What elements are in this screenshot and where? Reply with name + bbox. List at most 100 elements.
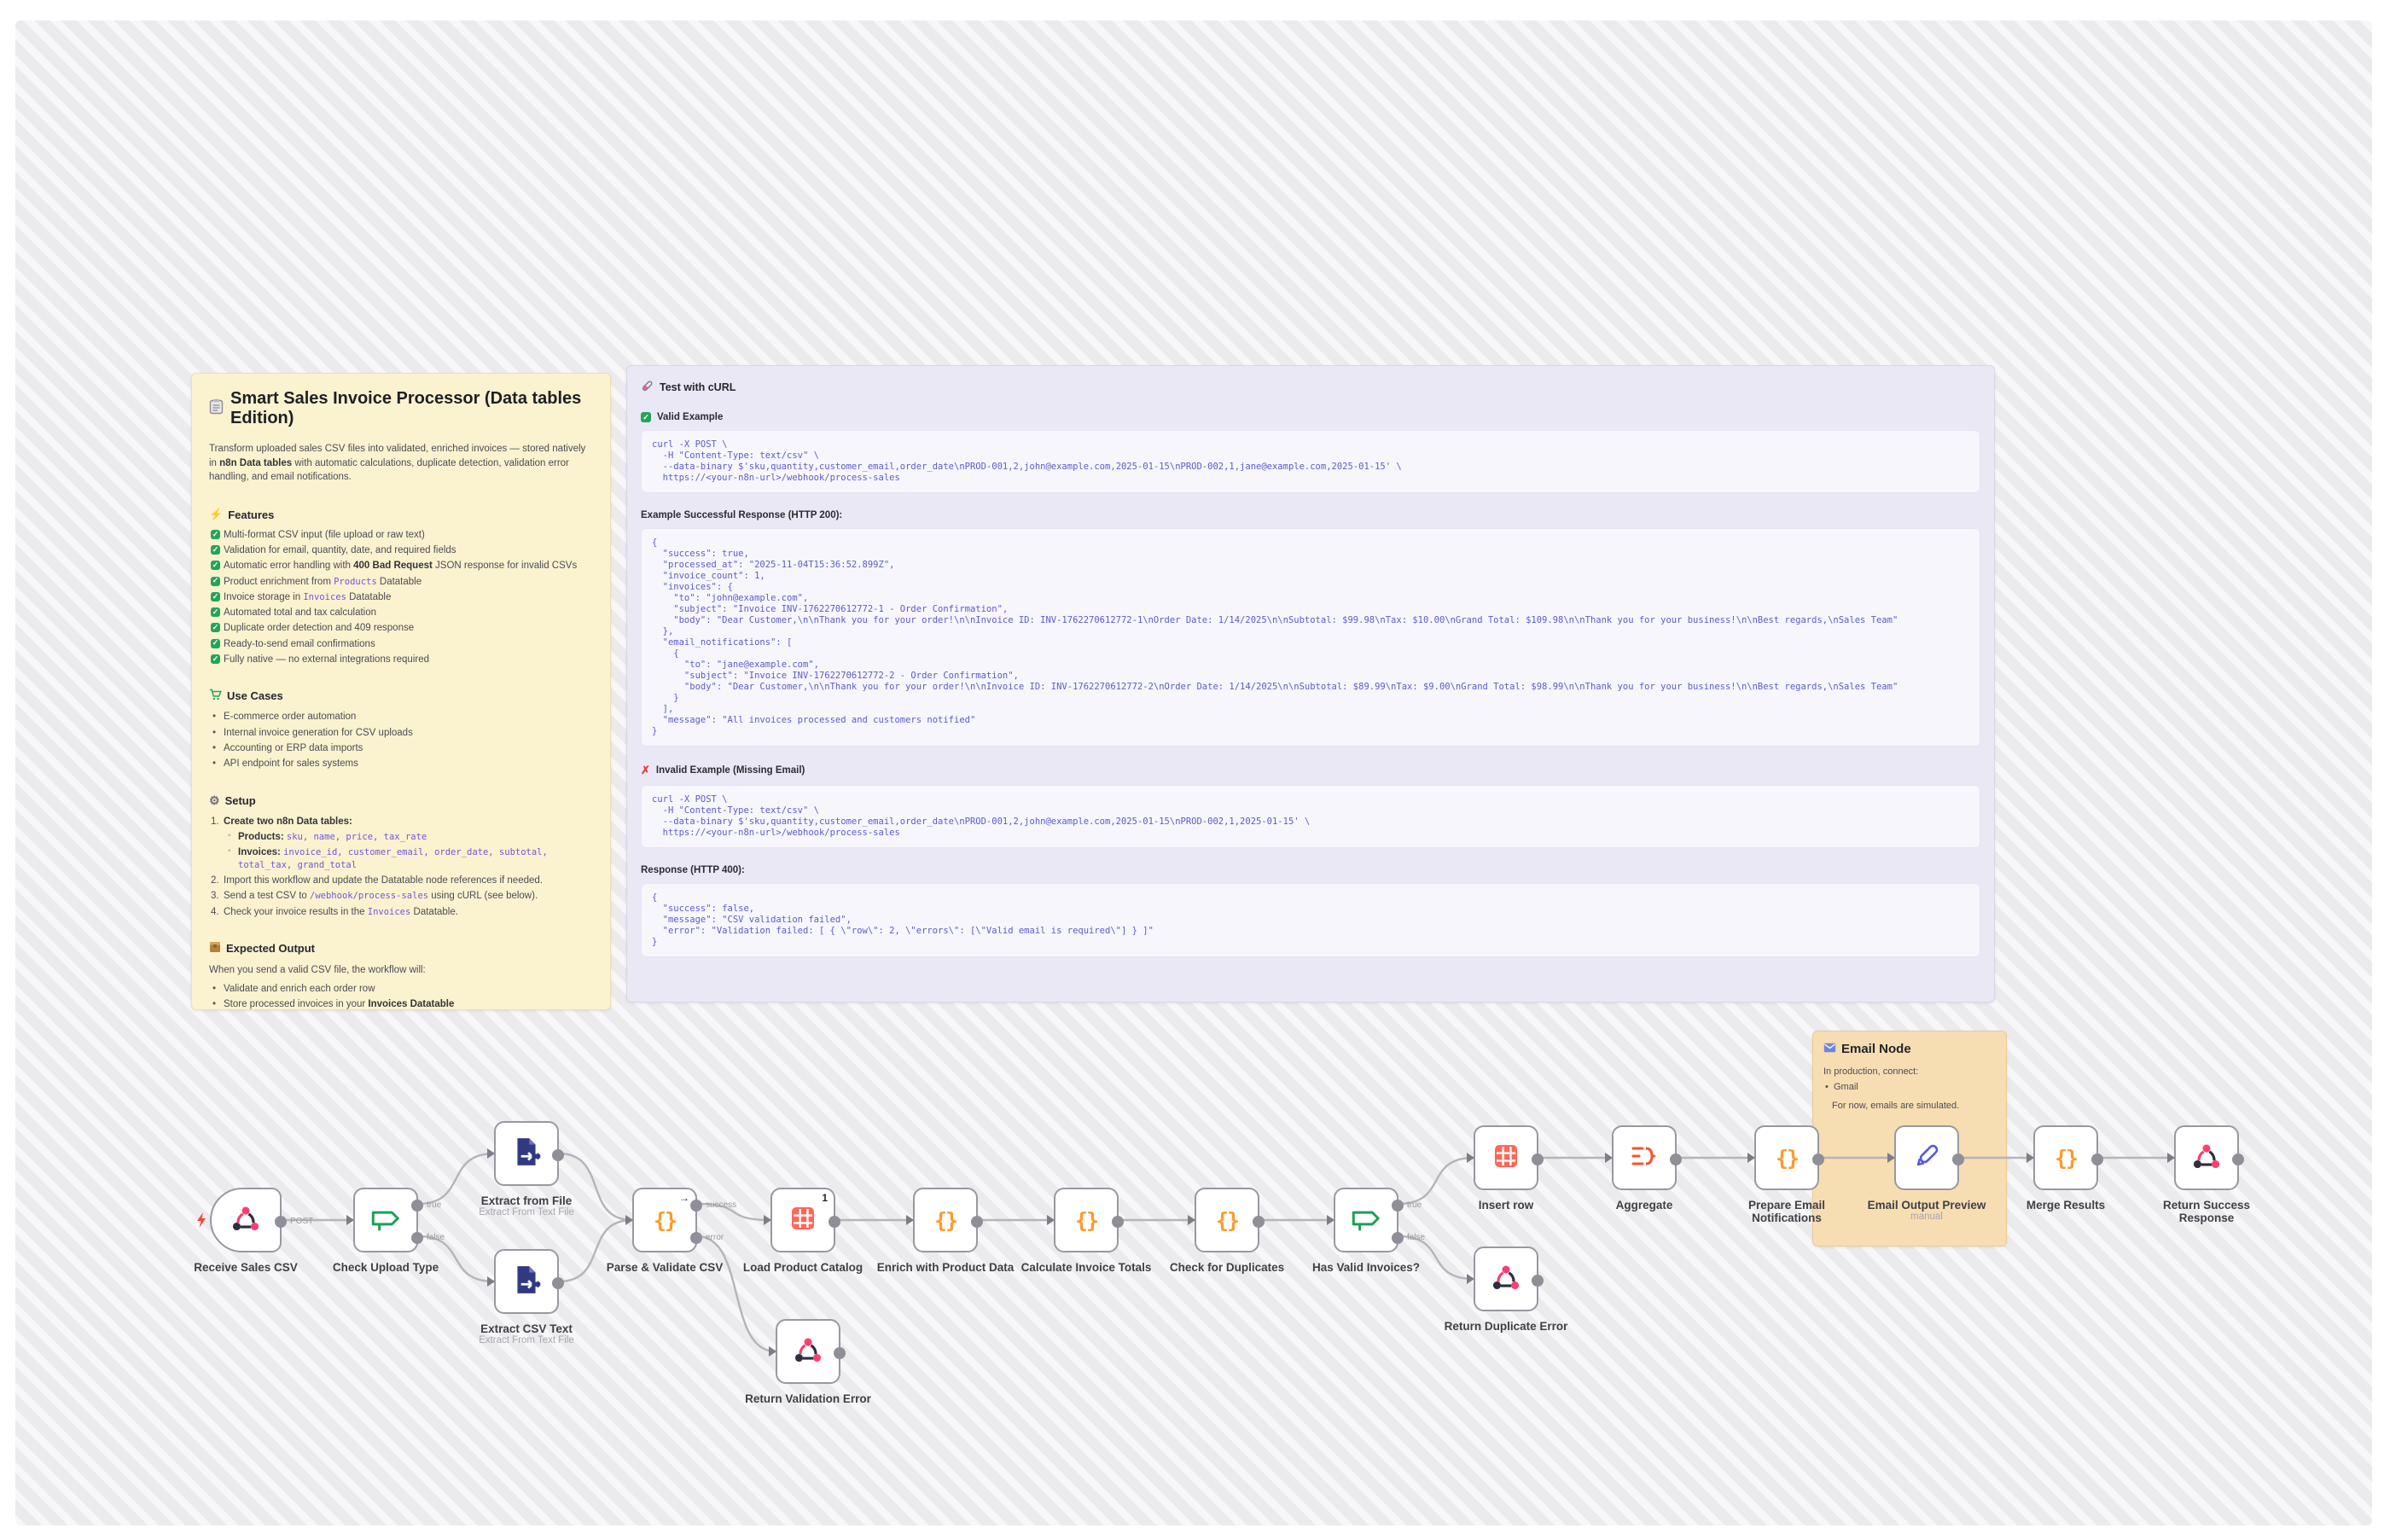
output-port[interactable] bbox=[971, 1216, 983, 1228]
respond-icon bbox=[1490, 1261, 1522, 1298]
text-segment: Invoices Datatable bbox=[368, 999, 455, 1010]
port-label: true bbox=[1407, 1200, 1422, 1210]
node-merge[interactable]: {} Merge Results bbox=[2026, 1125, 2105, 1212]
output-port[interactable] bbox=[1532, 1154, 1544, 1165]
node-prep-email[interactable]: {} Prepare Email Notifications bbox=[1747, 1125, 1825, 1224]
node-label: Return Validation Error bbox=[745, 1392, 871, 1405]
node-calc[interactable]: {} Calculate Invoice Totals bbox=[1021, 1188, 1151, 1274]
zap-icon: ⚡ bbox=[209, 508, 224, 521]
text-segment: Duplicate order detection and 409 respon… bbox=[224, 623, 415, 634]
output-port[interactable] bbox=[1952, 1154, 1964, 1165]
input-port[interactable] bbox=[1327, 1215, 1334, 1225]
node-ret-success[interactable]: Return Success Response bbox=[2163, 1125, 2250, 1224]
output-port[interactable] bbox=[690, 1200, 702, 1212]
sub-list-item: Products: sku, name, price, tax_rate bbox=[227, 831, 593, 844]
sub-list-item: Invoices: invoice_id, customer_email, or… bbox=[227, 846, 593, 871]
output-port[interactable] bbox=[1532, 1275, 1544, 1287]
input-port[interactable] bbox=[346, 1215, 354, 1225]
node-extract-file[interactable]: Extract from File Extract From Text File bbox=[479, 1121, 574, 1217]
cart-icon bbox=[209, 689, 222, 703]
text-segment: n8n Data tables bbox=[219, 457, 293, 468]
output-port[interactable] bbox=[411, 1232, 423, 1244]
code-block: { "success": true, "processed_at": "2025… bbox=[641, 528, 1980, 747]
connection-edge[interactable] bbox=[417, 1235, 495, 1283]
box-icon bbox=[209, 941, 221, 956]
sticky-note-curl[interactable]: Test with cURL ✓ Valid Example curl -X POS… bbox=[626, 365, 1995, 1002]
output-port[interactable] bbox=[552, 1149, 564, 1161]
input-port[interactable] bbox=[1887, 1153, 1895, 1163]
node-has-valid[interactable]: true false Has Valid Invoices? bbox=[1312, 1188, 1425, 1274]
text-segment: /webhook/process-sales bbox=[310, 891, 429, 902]
output-port[interactable] bbox=[1392, 1232, 1404, 1244]
output-port[interactable] bbox=[690, 1232, 702, 1244]
input-port[interactable] bbox=[764, 1215, 771, 1225]
pin-arrow-icon: → bbox=[679, 1192, 689, 1204]
code-icon: {} bbox=[1775, 1145, 1800, 1171]
text-segment: Datatable bbox=[376, 576, 422, 587]
check-icon: ✓ bbox=[211, 654, 220, 664]
node-label: Merge Results bbox=[2026, 1199, 2106, 1212]
input-port[interactable] bbox=[1467, 1274, 1474, 1284]
output-port[interactable] bbox=[829, 1216, 840, 1228]
node-receive[interactable]: POST Receive Sales CSV bbox=[194, 1188, 313, 1274]
section-heading-features: ⚡ Features bbox=[209, 508, 275, 521]
input-port[interactable] bbox=[906, 1215, 914, 1225]
list-item: Store processed invoices in your Invoice… bbox=[211, 998, 593, 1010]
text-segment: using cURL (see below). bbox=[428, 891, 538, 902]
node-extract-text[interactable]: Extract CSV Text Extract From Text File bbox=[479, 1249, 574, 1345]
sticky-note-doc[interactable]: Smart Sales Invoice Processor (Data tabl… bbox=[191, 373, 611, 1010]
input-port[interactable] bbox=[1747, 1153, 1755, 1163]
node-enrich[interactable]: {} Enrich with Product Data bbox=[877, 1188, 1014, 1274]
output-port[interactable] bbox=[552, 1277, 564, 1289]
port-label: POST bbox=[290, 1217, 314, 1226]
port-label: false bbox=[427, 1233, 445, 1242]
workflow-canvas[interactable]: Smart Sales Invoice Processor (Data tabl… bbox=[15, 20, 2372, 1525]
node-dupes[interactable]: {} Check for Duplicates bbox=[1170, 1188, 1284, 1274]
output-port[interactable] bbox=[411, 1200, 423, 1212]
node-ret-dup[interactable]: Return Duplicate Error bbox=[1445, 1247, 1567, 1333]
connection-edge[interactable] bbox=[1398, 1156, 1474, 1206]
node-aggregate[interactable]: Aggregate bbox=[1605, 1125, 1682, 1212]
node-check[interactable]: true false Check Upload Type bbox=[333, 1188, 445, 1274]
output-port[interactable] bbox=[1392, 1200, 1404, 1212]
input-port[interactable] bbox=[1467, 1153, 1474, 1163]
if-icon bbox=[1349, 1202, 1383, 1239]
input-port[interactable] bbox=[487, 1276, 495, 1287]
node-insert[interactable]: Insert row bbox=[1467, 1125, 1544, 1212]
check-icon: ✓ bbox=[211, 544, 220, 555]
items-count-badge: 1 bbox=[822, 1192, 828, 1204]
node-email-preview[interactable]: Email Output Preview manual bbox=[1868, 1125, 1986, 1222]
input-port[interactable] bbox=[625, 1215, 633, 1225]
input-port[interactable] bbox=[1605, 1153, 1613, 1163]
curl-section-heading: Example Successful Response (HTTP 200): bbox=[641, 510, 843, 520]
text-segment: E-commerce order automation bbox=[224, 712, 357, 723]
node-sublabel: manual bbox=[1910, 1212, 1943, 1222]
input-port[interactable] bbox=[2026, 1153, 2034, 1163]
text-segment: 400 Bad Request bbox=[353, 561, 433, 572]
node-ret-validation[interactable]: Return Validation Error bbox=[745, 1319, 871, 1405]
output-port[interactable] bbox=[834, 1347, 846, 1359]
input-port[interactable] bbox=[2167, 1153, 2175, 1163]
output-port[interactable] bbox=[1253, 1216, 1265, 1228]
text-segment: When you send a valid CSV file, the work… bbox=[209, 965, 426, 976]
port-label: error bbox=[706, 1233, 724, 1242]
trigger-bolt-icon bbox=[195, 1212, 208, 1233]
node-parse[interactable]: {} → success error Parse & Validate CSV bbox=[607, 1188, 736, 1274]
output-port[interactable] bbox=[1670, 1154, 1682, 1165]
input-port[interactable] bbox=[487, 1148, 495, 1159]
list-item: E-commerce order automation bbox=[211, 711, 593, 724]
output-port[interactable] bbox=[1112, 1216, 1124, 1228]
input-port[interactable] bbox=[1188, 1215, 1195, 1225]
mail-icon bbox=[1823, 1042, 1836, 1056]
connection-edge[interactable] bbox=[696, 1235, 776, 1353]
output-port[interactable] bbox=[2232, 1154, 2244, 1165]
check-icon: ✓ bbox=[211, 623, 220, 633]
text-segment: Invoices bbox=[367, 906, 411, 917]
input-port[interactable] bbox=[1047, 1215, 1055, 1225]
node-load[interactable]: 1 Load Product Catalog bbox=[743, 1188, 863, 1274]
input-port[interactable] bbox=[769, 1346, 776, 1357]
output-port[interactable] bbox=[275, 1216, 287, 1228]
file-icon bbox=[511, 1136, 542, 1172]
output-port[interactable] bbox=[1812, 1154, 1824, 1165]
output-port[interactable] bbox=[2091, 1154, 2103, 1165]
